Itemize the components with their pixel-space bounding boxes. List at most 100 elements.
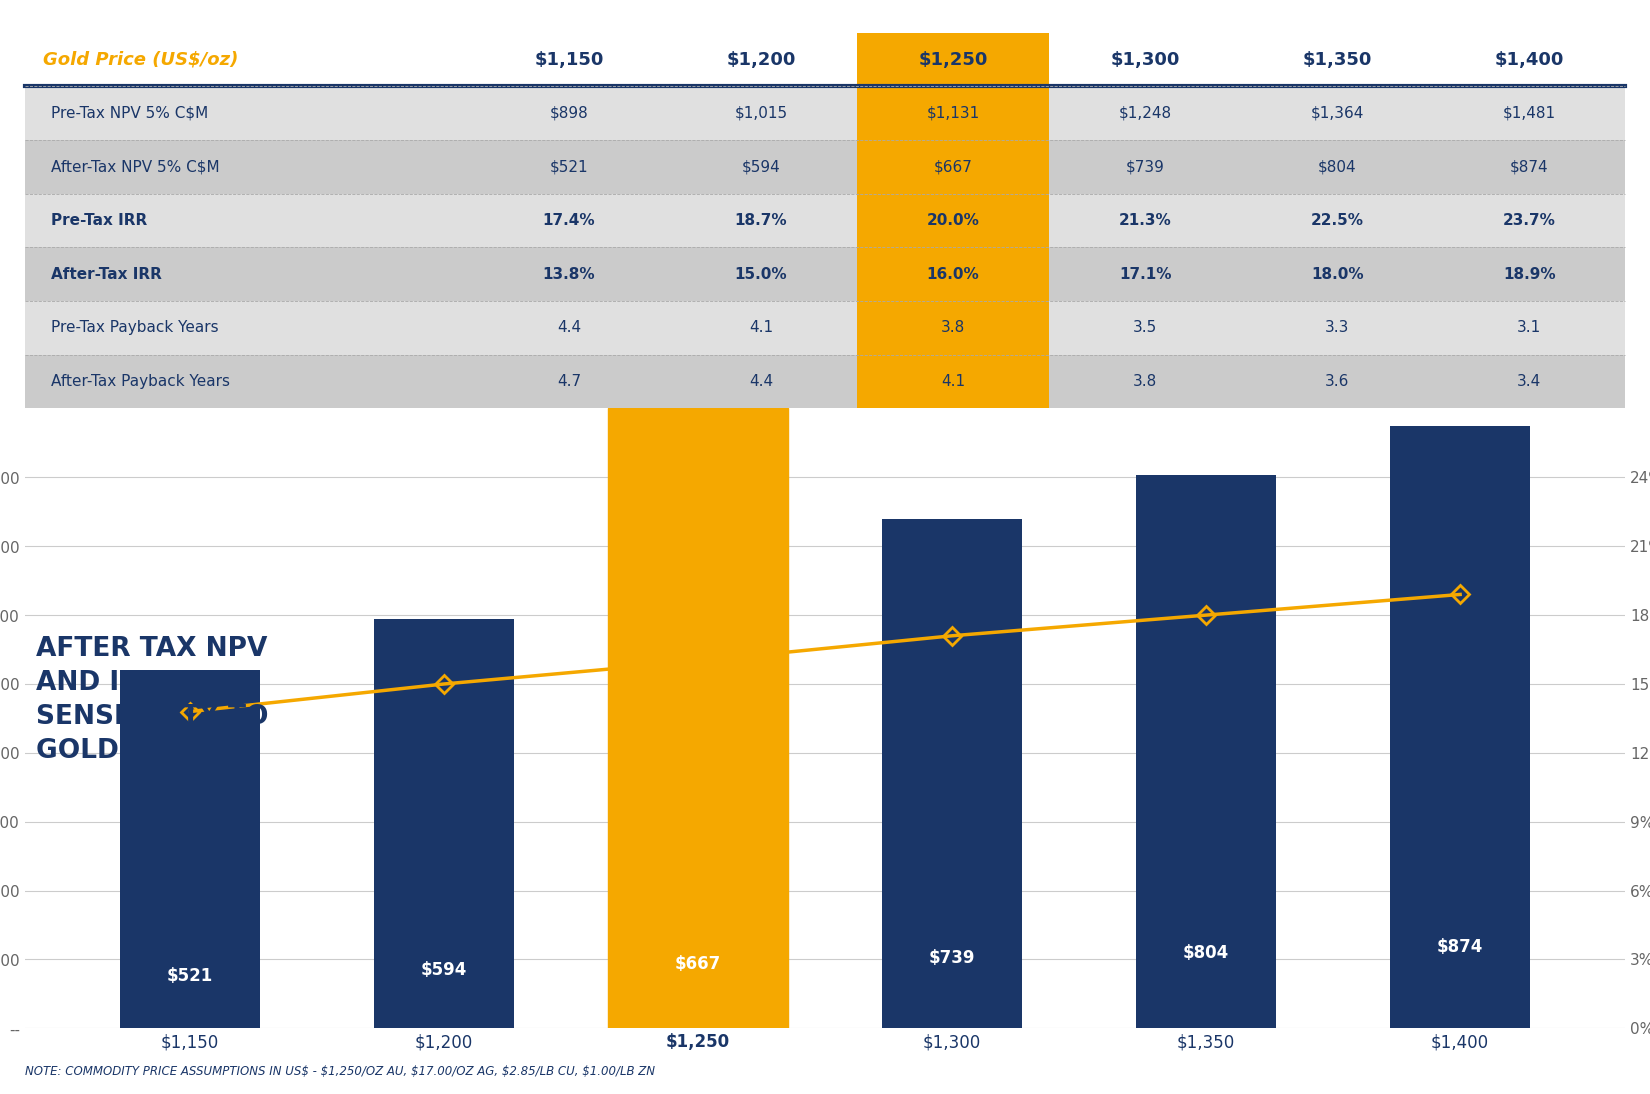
Text: 17.4%: 17.4% xyxy=(543,213,596,229)
Bar xyxy=(1434,354,1625,408)
Text: 3.3: 3.3 xyxy=(1325,321,1350,336)
Bar xyxy=(375,619,513,1028)
Text: $1,300: $1,300 xyxy=(1110,50,1180,69)
Bar xyxy=(25,86,474,140)
Bar xyxy=(856,33,1049,86)
Text: 13.8%: 13.8% xyxy=(543,267,596,282)
Bar xyxy=(1137,475,1275,1028)
Text: $739: $739 xyxy=(929,950,975,967)
Text: $874: $874 xyxy=(1510,160,1549,174)
Text: $804: $804 xyxy=(1183,944,1229,962)
Bar xyxy=(1241,247,1434,301)
Bar xyxy=(1049,86,1241,140)
Bar xyxy=(1434,247,1625,301)
Text: $1,200: $1,200 xyxy=(726,50,795,69)
Bar xyxy=(474,301,665,354)
Text: Gold Price (US$/oz): Gold Price (US$/oz) xyxy=(43,50,238,69)
Bar xyxy=(856,140,1049,194)
Text: Pre-Tax IRR: Pre-Tax IRR xyxy=(51,213,147,229)
Bar xyxy=(856,86,1049,140)
Text: $1,015: $1,015 xyxy=(734,106,787,120)
Bar xyxy=(474,33,665,86)
Text: $667: $667 xyxy=(675,955,721,974)
Bar xyxy=(1241,194,1434,247)
Text: 18.7%: 18.7% xyxy=(734,213,787,229)
Bar xyxy=(474,247,665,301)
Bar xyxy=(1049,354,1241,408)
Text: 23.7%: 23.7% xyxy=(1503,213,1556,229)
Text: 18.9%: 18.9% xyxy=(1503,267,1556,282)
Bar xyxy=(25,194,474,247)
Bar xyxy=(1434,140,1625,194)
Text: 4.4: 4.4 xyxy=(749,374,774,389)
Text: 3.5: 3.5 xyxy=(1134,321,1157,336)
Text: 18.0%: 18.0% xyxy=(1310,267,1363,282)
Bar xyxy=(1049,33,1241,86)
Bar xyxy=(856,247,1049,301)
Bar xyxy=(1241,33,1434,86)
Bar xyxy=(1434,301,1625,354)
Text: 3.6: 3.6 xyxy=(1325,374,1350,389)
Bar xyxy=(856,301,1049,354)
Text: $874: $874 xyxy=(1437,939,1483,956)
Text: $594: $594 xyxy=(421,962,467,979)
Text: 4.7: 4.7 xyxy=(556,374,581,389)
Bar xyxy=(25,247,474,301)
Bar xyxy=(665,247,856,301)
Text: NOTE: COMMODITY PRICE ASSUMPTIONS IN US$ - $1,250/OZ AU, $17.00/OZ AG, $2.85/LB : NOTE: COMMODITY PRICE ASSUMPTIONS IN US$… xyxy=(25,1064,655,1078)
Bar xyxy=(1241,301,1434,354)
Text: $1,481: $1,481 xyxy=(1503,106,1556,120)
Text: $521: $521 xyxy=(167,967,213,986)
Text: $1,364: $1,364 xyxy=(1310,106,1365,120)
Text: Pre-Tax NPV 5% C$M: Pre-Tax NPV 5% C$M xyxy=(51,106,208,120)
Bar xyxy=(474,194,665,247)
Text: 3.8: 3.8 xyxy=(1134,374,1157,389)
Text: 15.0%: 15.0% xyxy=(734,267,787,282)
Bar xyxy=(883,520,1021,1028)
Bar xyxy=(120,670,259,1028)
Text: 3.4: 3.4 xyxy=(1516,374,1541,389)
Bar xyxy=(1241,140,1434,194)
Text: $667: $667 xyxy=(934,160,972,174)
Bar xyxy=(25,140,474,194)
Text: $804: $804 xyxy=(1318,160,1356,174)
Bar xyxy=(665,86,856,140)
Bar xyxy=(1434,86,1625,140)
Bar xyxy=(1434,194,1625,247)
Bar xyxy=(1391,427,1530,1028)
Text: 21.3%: 21.3% xyxy=(1119,213,1172,229)
Text: $898: $898 xyxy=(549,106,589,120)
Bar xyxy=(25,301,474,354)
Bar xyxy=(629,569,767,1028)
Text: 4.1: 4.1 xyxy=(749,321,774,336)
Text: Pre-Tax Payback Years: Pre-Tax Payback Years xyxy=(51,321,218,336)
Text: After-Tax NPV 5% C$M: After-Tax NPV 5% C$M xyxy=(51,160,219,174)
Bar xyxy=(1434,33,1625,86)
Text: $1,400: $1,400 xyxy=(1495,50,1564,69)
Text: 4.4: 4.4 xyxy=(556,321,581,336)
Bar xyxy=(1049,247,1241,301)
Text: AFTER TAX NPV
AND IRR
SENSITIVITY TO
GOLD PRICE: AFTER TAX NPV AND IRR SENSITIVITY TO GOL… xyxy=(36,636,269,765)
Text: 20.0%: 20.0% xyxy=(927,213,980,229)
Bar xyxy=(665,301,856,354)
Bar xyxy=(665,33,856,86)
Bar xyxy=(474,140,665,194)
Text: $1,248: $1,248 xyxy=(1119,106,1172,120)
Bar xyxy=(856,354,1049,408)
Bar xyxy=(1049,140,1241,194)
Bar xyxy=(1049,301,1241,354)
Text: 3.1: 3.1 xyxy=(1516,321,1541,336)
Bar xyxy=(665,194,856,247)
Bar xyxy=(474,354,665,408)
Text: After-Tax Payback Years: After-Tax Payback Years xyxy=(51,374,229,389)
Text: 17.1%: 17.1% xyxy=(1119,267,1172,282)
Text: $1,131: $1,131 xyxy=(926,106,980,120)
Bar xyxy=(25,354,474,408)
Text: 22.5%: 22.5% xyxy=(1310,213,1363,229)
Text: $1,350: $1,350 xyxy=(1302,50,1371,69)
Text: $1,150: $1,150 xyxy=(535,50,604,69)
Bar xyxy=(25,33,474,86)
Bar xyxy=(1241,86,1434,140)
Text: $594: $594 xyxy=(741,160,780,174)
Bar xyxy=(856,194,1049,247)
